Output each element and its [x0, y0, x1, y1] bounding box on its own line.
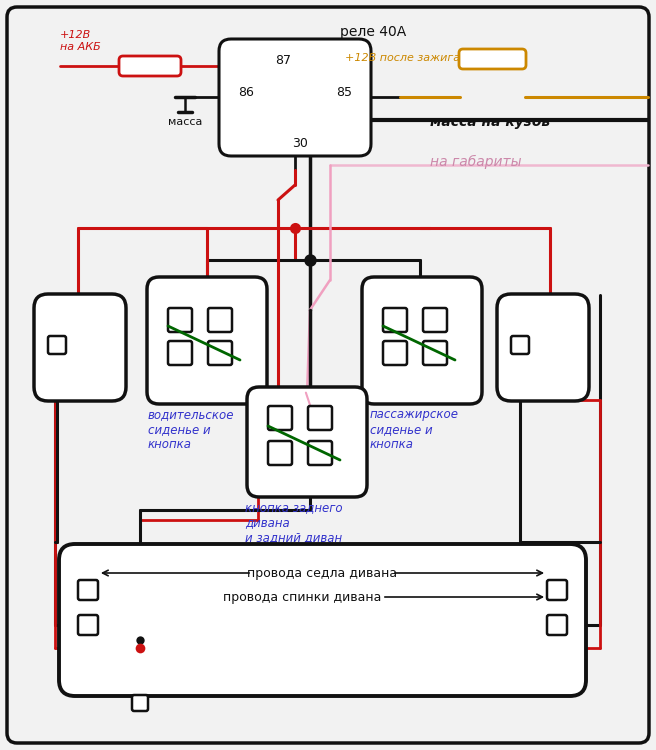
FancyBboxPatch shape	[168, 308, 192, 332]
Text: 85: 85	[336, 86, 352, 98]
FancyBboxPatch shape	[34, 294, 126, 401]
Text: провода спинки дивана: провода спинки дивана	[223, 591, 381, 604]
FancyBboxPatch shape	[78, 615, 98, 635]
FancyBboxPatch shape	[268, 441, 292, 465]
FancyBboxPatch shape	[383, 308, 407, 332]
FancyBboxPatch shape	[511, 336, 529, 354]
FancyBboxPatch shape	[59, 544, 586, 696]
Text: реле 40А: реле 40А	[340, 25, 406, 39]
Text: 87: 87	[275, 54, 291, 67]
FancyBboxPatch shape	[168, 341, 192, 365]
FancyBboxPatch shape	[208, 341, 232, 365]
Text: на габариты: на габариты	[430, 155, 522, 169]
Text: масса: масса	[168, 117, 202, 127]
Text: 86: 86	[238, 86, 254, 98]
FancyBboxPatch shape	[362, 277, 482, 404]
FancyBboxPatch shape	[147, 277, 267, 404]
Text: масса на кузов: масса на кузов	[430, 115, 550, 129]
FancyBboxPatch shape	[423, 341, 447, 365]
FancyBboxPatch shape	[119, 56, 181, 76]
FancyBboxPatch shape	[459, 49, 526, 69]
FancyBboxPatch shape	[48, 336, 66, 354]
FancyBboxPatch shape	[308, 406, 332, 430]
FancyBboxPatch shape	[78, 580, 98, 600]
FancyBboxPatch shape	[268, 406, 292, 430]
FancyBboxPatch shape	[423, 308, 447, 332]
Text: 30: 30	[292, 137, 308, 150]
Text: кнопка заднего
дивана
и задний диван: кнопка заднего дивана и задний диван	[245, 501, 342, 544]
Text: провода седла дивана: провода седла дивана	[247, 567, 397, 580]
Text: пассажирское
сиденье и
кнопка: пассажирское сиденье и кнопка	[370, 408, 459, 451]
FancyBboxPatch shape	[219, 39, 371, 156]
FancyBboxPatch shape	[208, 308, 232, 332]
Text: +12В после зажигания: +12В после зажигания	[345, 53, 482, 63]
FancyBboxPatch shape	[547, 580, 567, 600]
Text: +12В
на АКБ: +12В на АКБ	[60, 30, 101, 52]
FancyBboxPatch shape	[308, 441, 332, 465]
Text: 20А: 20А	[478, 53, 506, 67]
FancyBboxPatch shape	[7, 7, 649, 743]
Text: водительское
сиденье и
кнопка: водительское сиденье и кнопка	[148, 408, 234, 451]
FancyBboxPatch shape	[547, 615, 567, 635]
FancyBboxPatch shape	[497, 294, 589, 401]
FancyBboxPatch shape	[383, 341, 407, 365]
FancyBboxPatch shape	[132, 695, 148, 711]
FancyBboxPatch shape	[247, 387, 367, 497]
Text: 25А: 25А	[138, 62, 162, 72]
